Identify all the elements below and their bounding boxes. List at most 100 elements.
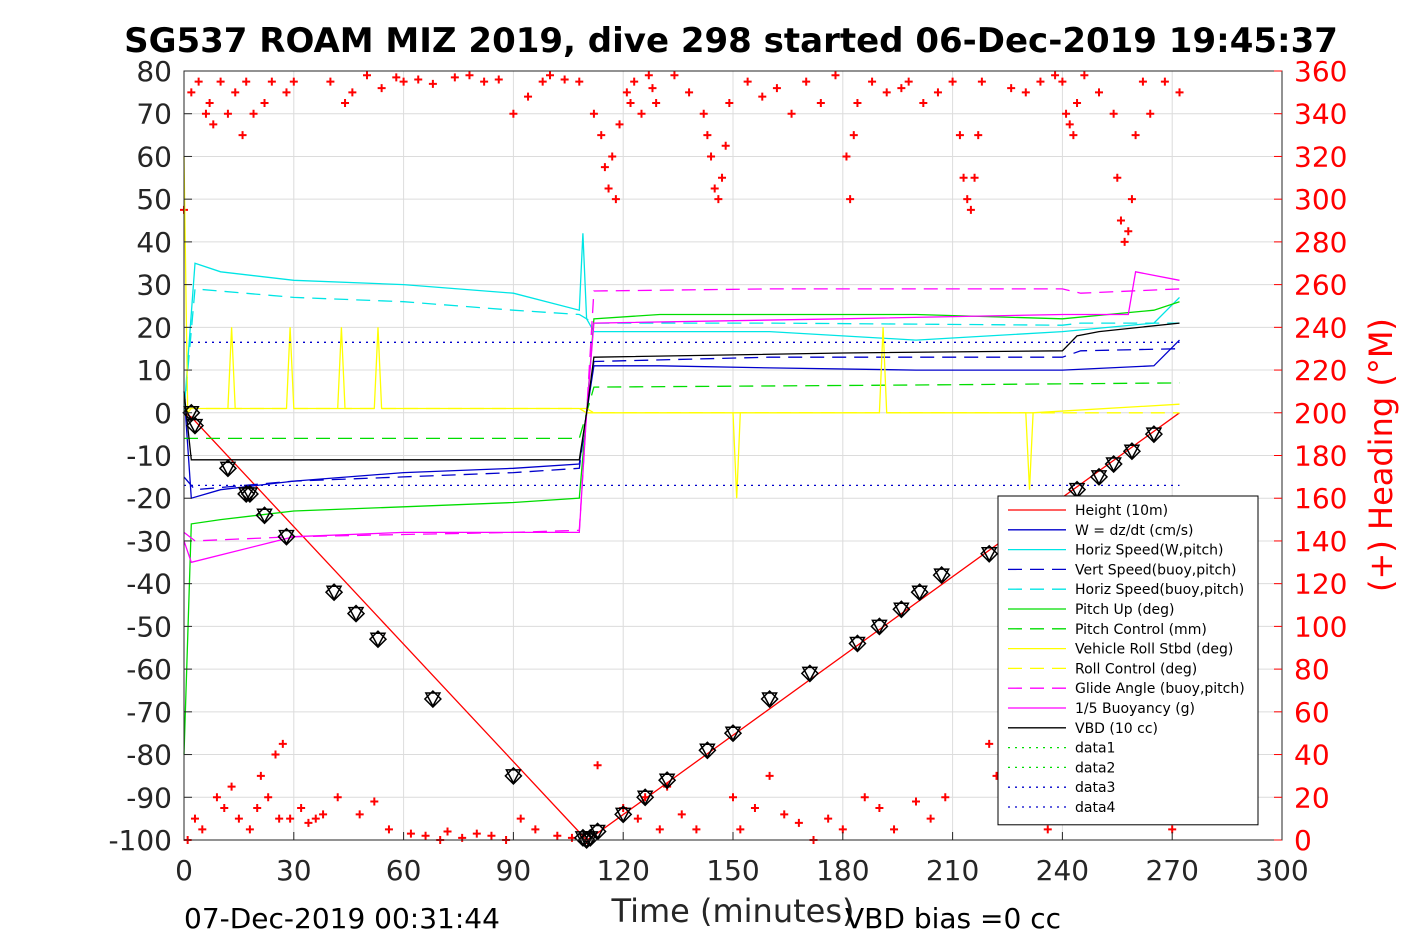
heading-point bbox=[209, 120, 218, 129]
heading-point bbox=[589, 109, 598, 118]
heading-point bbox=[648, 84, 657, 93]
height-marker bbox=[892, 600, 911, 619]
heading-point bbox=[1080, 71, 1089, 80]
height-marker bbox=[1144, 425, 1163, 444]
y-tick-label-right: 240 bbox=[1294, 311, 1347, 344]
legend-label: data1 bbox=[1075, 741, 1115, 757]
heading-point bbox=[275, 814, 284, 823]
heading-point bbox=[216, 77, 225, 86]
heading-point bbox=[256, 771, 265, 780]
x-tick-label: 30 bbox=[276, 854, 312, 887]
heading-point bbox=[890, 825, 899, 834]
series-line-11 bbox=[183, 271, 1180, 564]
heading-point bbox=[575, 77, 584, 86]
heading-point bbox=[637, 109, 646, 118]
height-marker bbox=[240, 484, 259, 504]
y-tick-label-left: -40 bbox=[126, 568, 172, 601]
height-marker bbox=[185, 416, 205, 435]
x-tick-label: 120 bbox=[596, 854, 649, 887]
height-marker bbox=[910, 583, 929, 602]
heading-point bbox=[904, 77, 913, 86]
legend-label: W = dz/dt (cm/s) bbox=[1075, 523, 1194, 539]
series-line-8 bbox=[183, 156, 1180, 499]
series-line-9 bbox=[184, 407, 1180, 414]
heading-point bbox=[630, 77, 639, 86]
y-tick-label-right: 260 bbox=[1294, 269, 1347, 302]
heading-point bbox=[333, 793, 342, 802]
heading-point bbox=[897, 84, 906, 93]
heading-point bbox=[494, 75, 503, 84]
heading-point bbox=[560, 75, 569, 84]
heading-point bbox=[278, 739, 287, 748]
heading-point bbox=[933, 88, 942, 97]
heading-point bbox=[194, 77, 203, 86]
height-marker bbox=[277, 527, 296, 546]
legend-label: Height (10m) bbox=[1075, 503, 1168, 519]
heading-point bbox=[231, 88, 240, 97]
y-tick-label-left: -30 bbox=[126, 525, 172, 558]
height-marker bbox=[1104, 454, 1123, 474]
heading-point bbox=[363, 71, 371, 80]
heading-point bbox=[472, 829, 481, 838]
legend-label: data3 bbox=[1075, 780, 1115, 796]
heading-point bbox=[238, 131, 247, 140]
y-tick-label-left: 80 bbox=[136, 55, 172, 88]
x-tick-label: 180 bbox=[816, 854, 869, 887]
heading-point bbox=[1058, 77, 1067, 86]
heading-point bbox=[271, 750, 280, 759]
heading-point bbox=[838, 825, 847, 834]
left-axis-ticks: 80 70 60 50 40 30 20 10 0 -10 -20 -30 -40 -50 -60 -70 -8… bbox=[108, 55, 192, 857]
heading-point bbox=[546, 71, 554, 80]
series-line-10 bbox=[183, 288, 1180, 542]
heading-point bbox=[824, 814, 833, 823]
y-tick-label-right: 60 bbox=[1294, 696, 1330, 729]
heading-point bbox=[718, 173, 727, 182]
series-line-5 bbox=[183, 288, 1180, 413]
heading-point bbox=[326, 77, 335, 86]
heading-point bbox=[516, 814, 525, 823]
heading-point bbox=[721, 141, 730, 150]
heading-point bbox=[714, 195, 723, 204]
heading-point bbox=[260, 99, 269, 108]
heading-point bbox=[787, 109, 796, 118]
heading-point bbox=[1043, 825, 1052, 834]
heading-point bbox=[421, 831, 430, 840]
heading-point bbox=[392, 73, 401, 82]
heading-point bbox=[1069, 131, 1078, 140]
heading-point bbox=[611, 195, 620, 204]
heading-point bbox=[977, 77, 986, 86]
y-tick-label-right: 100 bbox=[1294, 610, 1347, 643]
series-line-3 bbox=[183, 233, 1180, 413]
y-tick-label-right: 200 bbox=[1294, 397, 1347, 430]
x-tick-label: 90 bbox=[496, 854, 532, 887]
heading-point bbox=[772, 84, 781, 93]
heading-point bbox=[355, 810, 364, 819]
legend-label: Horiz Speed(buoy,pitch) bbox=[1075, 582, 1244, 598]
y-tick-label-right: 220 bbox=[1294, 354, 1347, 387]
heading-point bbox=[297, 803, 306, 812]
heading-point bbox=[1175, 88, 1184, 97]
height-marker bbox=[980, 544, 999, 563]
height-marker bbox=[698, 741, 717, 760]
legend-label: data2 bbox=[1075, 760, 1115, 776]
legend-label: Roll Control (deg) bbox=[1075, 661, 1197, 677]
heading-point bbox=[919, 99, 928, 108]
heading-point bbox=[670, 71, 679, 80]
heading-point bbox=[802, 77, 811, 86]
heading-point bbox=[970, 173, 979, 182]
heading-point bbox=[615, 120, 624, 129]
height-marker bbox=[636, 788, 655, 807]
footer-vbd-bias: VBD bias =0 cc bbox=[845, 902, 1061, 935]
series-line-4 bbox=[183, 348, 1180, 491]
x-tick-label: 270 bbox=[1145, 854, 1198, 887]
series-line-12 bbox=[183, 322, 1180, 461]
height-marker bbox=[504, 766, 523, 785]
x-axis-ticks: 0 30 60 90 120 150 180 210 240 270 300 bbox=[175, 832, 1309, 887]
legend-label: Glide Angle (buoy,pitch) bbox=[1075, 681, 1245, 697]
height-marker bbox=[368, 630, 388, 649]
height-marker bbox=[588, 822, 607, 841]
height-marker bbox=[324, 583, 344, 602]
heading-point bbox=[707, 152, 716, 161]
heading-point bbox=[267, 77, 276, 86]
heading-point bbox=[692, 825, 701, 834]
